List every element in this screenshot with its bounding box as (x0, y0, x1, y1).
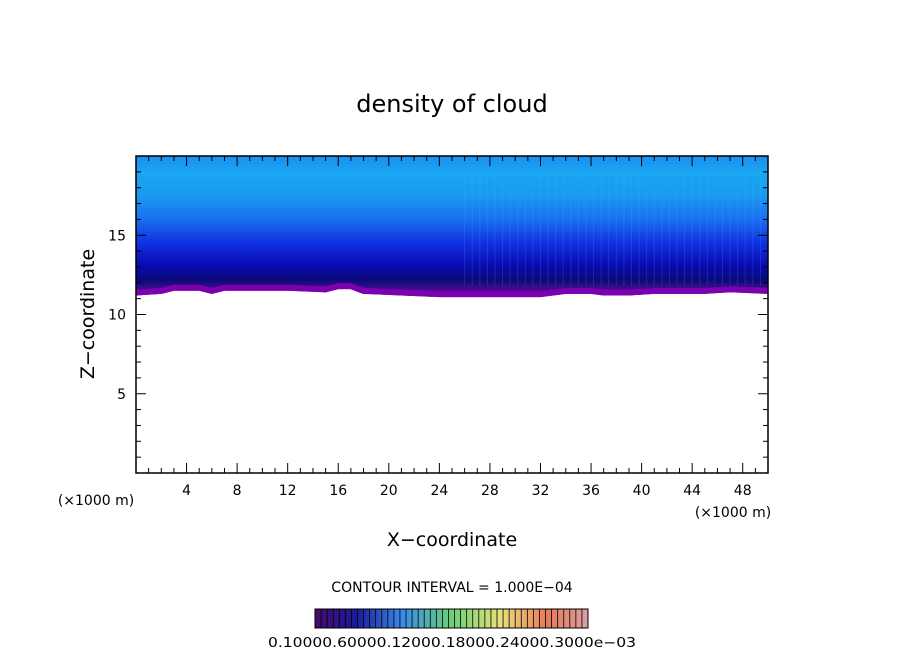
x-tick-label: 4 (182, 483, 191, 499)
cloud-density-area (136, 156, 768, 298)
y-tick-label: 10 (108, 308, 126, 324)
x-unit-right: (×1000 m) (695, 505, 771, 521)
colorbar-labels: 0.10000.60000.12000.18000.24000.3000e−03 (268, 635, 636, 651)
y-axis-title: Z−coordinate (77, 249, 99, 379)
contour-interval-label: CONTOUR INTERVAL = 1.000E−04 (331, 580, 572, 596)
x-tick-label: 32 (532, 483, 550, 499)
x-tick-label: 20 (380, 483, 398, 499)
cloud-base-edge (136, 283, 768, 298)
x-tick-label: 40 (633, 483, 651, 499)
cloud-streaks (464, 171, 761, 286)
x-tick-label: 24 (430, 483, 448, 499)
colorbar (314, 608, 589, 629)
x-tick-label: 44 (683, 483, 701, 499)
x-axis-title: X−coordinate (387, 529, 517, 551)
x-tick-label: 12 (279, 483, 297, 499)
x-tick-label: 28 (481, 483, 499, 499)
x-tick-label: 16 (329, 483, 347, 499)
y-tick-label: 15 (108, 228, 126, 244)
x-unit-left: (×1000 m) (58, 493, 134, 509)
cloud-field (136, 156, 768, 298)
x-axis: 4 8 12 16 20 24 28 32 36 40 44 48 (148, 156, 756, 499)
colorbar-bands (320, 609, 583, 628)
x-tick-label: 36 (582, 483, 600, 499)
x-tick-label: 48 (734, 483, 752, 499)
chart-title: density of cloud (356, 90, 547, 118)
y-tick-label: 5 (117, 387, 126, 403)
x-tick-label: 8 (233, 483, 242, 499)
y-axis: 5 10 15 (108, 171, 768, 458)
